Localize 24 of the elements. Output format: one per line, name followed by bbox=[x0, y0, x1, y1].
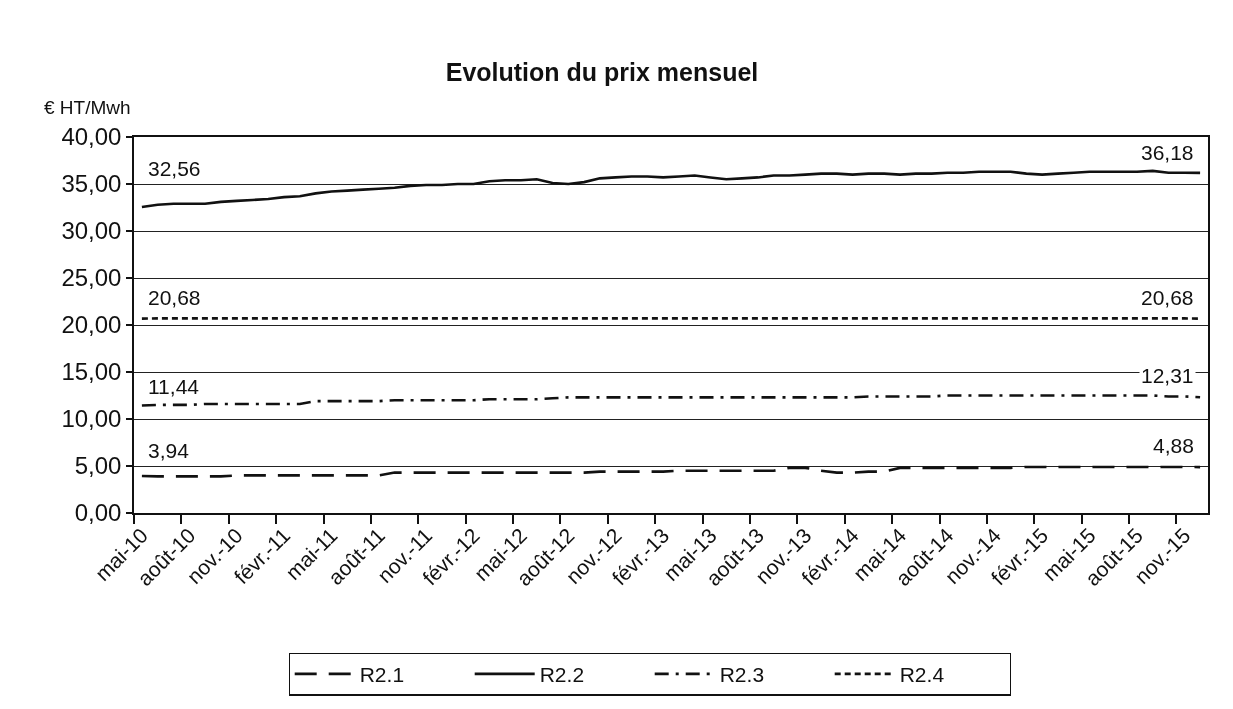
y-tick-label: 0,00 bbox=[74, 499, 122, 527]
y-tick-label: 30,00 bbox=[61, 217, 122, 245]
legend-label: R2.1 bbox=[359, 663, 405, 687]
data-label: 20,68 bbox=[1141, 286, 1194, 309]
y-tick-label: 10,00 bbox=[61, 405, 122, 433]
data-label: 20,68 bbox=[148, 286, 201, 309]
data-label: 36,18 bbox=[1141, 141, 1194, 164]
legend-label: R2.3 bbox=[719, 663, 765, 687]
legend-label: R2.2 bbox=[539, 663, 585, 687]
y-tick-label: 25,00 bbox=[61, 264, 122, 292]
y-axis-title: € HT/Mwh bbox=[44, 97, 131, 118]
y-tick-label: 40,00 bbox=[61, 123, 122, 151]
data-label: 32,56 bbox=[148, 157, 201, 180]
y-tick-label: 20,00 bbox=[61, 311, 122, 339]
line-series bbox=[140, 465, 1202, 478]
data-label: 11,44 bbox=[148, 375, 200, 398]
y-tick-label: 15,00 bbox=[61, 358, 122, 386]
data-label: 3,94 bbox=[148, 439, 190, 462]
data-label: 4,88 bbox=[1153, 434, 1194, 457]
legend-label: R2.4 bbox=[899, 663, 945, 687]
chart-title: Evolution du prix mensuel bbox=[445, 57, 759, 86]
y-tick-label: 5,00 bbox=[74, 452, 122, 480]
y-tick-label: 35,00 bbox=[61, 170, 122, 198]
data-label: 12,31 bbox=[1141, 364, 1194, 387]
